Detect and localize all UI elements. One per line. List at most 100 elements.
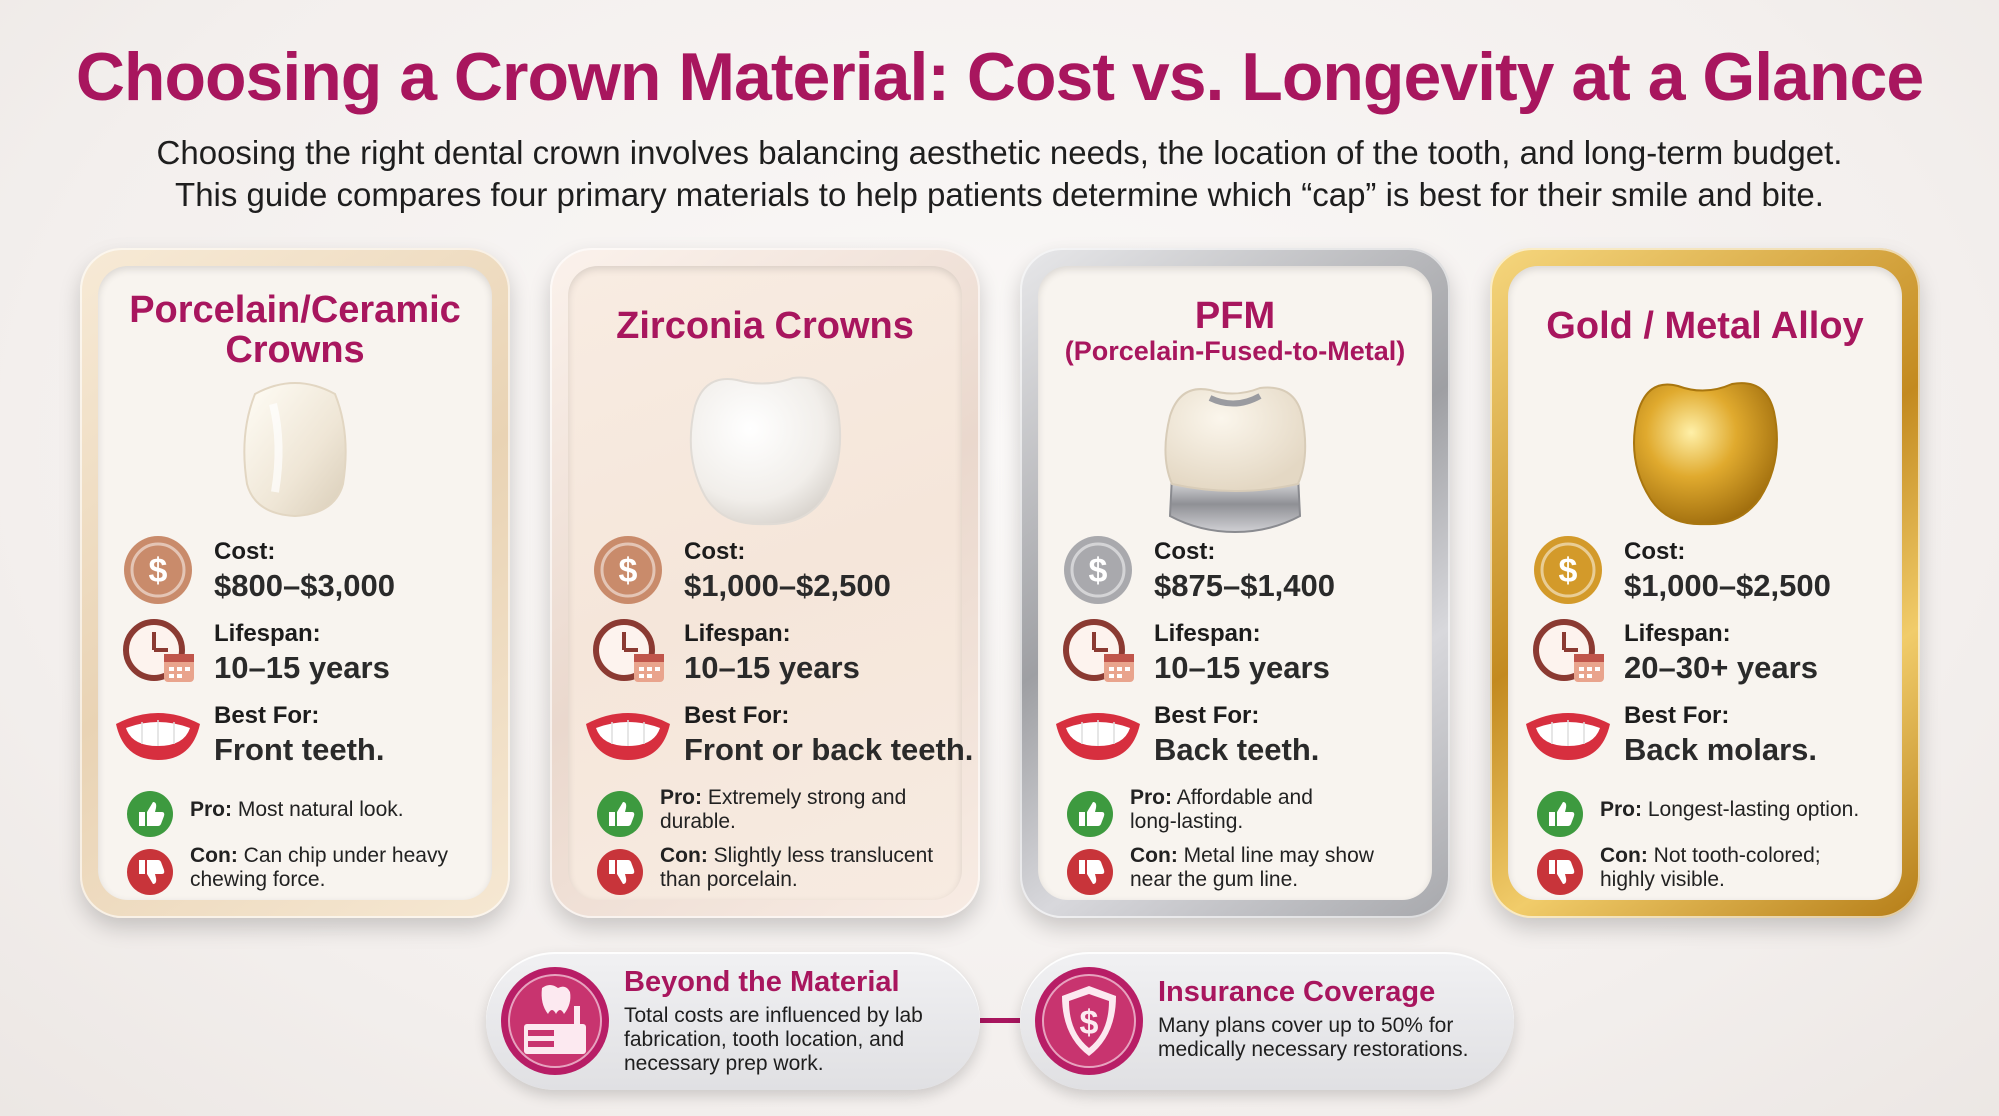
con-text: Con: Metal line may show near the gum li… — [1130, 844, 1374, 892]
con-line-1: Not tooth-colored; — [1653, 844, 1821, 867]
card-porcelain: Porcelain/Ceramic Crowns $ Cost: $800–$3… — [80, 248, 510, 918]
card-title-line-2: (Porcelain-Fused-to-Metal) — [1064, 336, 1406, 366]
page-title: Choosing a Crown Material: Cost vs. Long… — [75, 39, 1924, 115]
page-subtitle: Choosing the right dental crown involves… — [100, 132, 1899, 216]
card-zirconia: Zirconia Crowns $ Cost: $1,000–$2,500 Li… — [550, 248, 980, 918]
pro-label: Pro: — [190, 798, 232, 821]
pro-line-1: Most natural look. — [237, 798, 404, 821]
clock-calendar-icon — [1533, 619, 1604, 682]
insurance-coverage-panel: $ Insurance Coverage Many plans cover up… — [1020, 952, 1514, 1090]
con-line-1: Metal line may show — [1183, 844, 1374, 867]
pro-line-2: durable. — [660, 810, 736, 833]
beyond-material-text: Total costs are influenced by lab fabric… — [624, 1004, 923, 1076]
card-inner: Zirconia Crowns $ Cost: $1,000–$2,500 Li… — [568, 266, 973, 900]
lifespan-value: 20–30+ years — [1624, 650, 1818, 685]
beyond-material-panel: Beyond the Material Total costs are infl… — [486, 952, 980, 1090]
con-label: Con: — [1130, 844, 1178, 867]
con-label: Con: — [1600, 844, 1648, 867]
best-for-label: Best For: — [684, 702, 790, 729]
best-for-value: Back teeth. — [1154, 732, 1320, 767]
thumbs-down-icon — [597, 849, 643, 895]
cost-label: Cost: — [1154, 538, 1216, 565]
card-title: PFM (Porcelain-Fused-to-Metal) — [1038, 296, 1432, 366]
insurance-line-1: Many plans cover up to 50% for — [1158, 1014, 1454, 1037]
best-for-label: Best For: — [214, 702, 320, 729]
card-gold: Gold / Metal Alloy $ Cost: $1,000–$2,500… — [1490, 248, 1920, 918]
card-inner: PFM (Porcelain-Fused-to-Metal) $ Cost: $… — [1038, 266, 1432, 900]
best-for-value: Front or back teeth. — [684, 732, 974, 767]
dental-lab-icon — [501, 967, 609, 1075]
card-title-line-1: Gold / Metal Alloy — [1546, 305, 1864, 347]
pro-text: Pro: Longest-lasting option. — [1600, 798, 1859, 822]
cost-value: $1,000–$2,500 — [1624, 568, 1831, 603]
card-info-rows: $ Cost: $1,000–$2,500 Lifespan: 10–15 ye… — [568, 266, 973, 900]
pro-text: Pro: Affordable and long-lasting. — [1130, 786, 1313, 834]
pfm-tooth-icon — [1164, 386, 1307, 534]
dollar-coin-icon: $ — [594, 536, 662, 604]
cost-label: Cost: — [684, 538, 746, 565]
best-for-value: Back molars. — [1624, 732, 1817, 767]
svg-text:$: $ — [149, 552, 168, 590]
con-line-2: chewing force. — [190, 868, 326, 891]
svg-text:$: $ — [1089, 552, 1108, 590]
pro-text: Pro: Extremely strong and durable. — [660, 786, 906, 834]
card-title: Zirconia Crowns — [568, 306, 962, 346]
con-label: Con: — [190, 844, 238, 867]
con-line-2: than porcelain. — [660, 868, 798, 891]
con-label: Con: — [660, 844, 708, 867]
con-text: Con: Can chip under heavy chewing force. — [190, 844, 448, 892]
cost-value: $1,000–$2,500 — [684, 568, 891, 603]
lifespan-label: Lifespan: — [214, 620, 321, 647]
lifespan-value: 10–15 years — [684, 650, 860, 685]
thumbs-down-icon — [1537, 849, 1583, 895]
beyond-line-1: Total costs are influenced by lab — [624, 1004, 923, 1027]
thumbs-up-icon — [597, 791, 643, 837]
pro-line-2: long-lasting. — [1130, 810, 1244, 833]
con-text: Con: Not tooth-colored; highly visible. — [1600, 844, 1821, 892]
cost-label: Cost: — [214, 538, 276, 565]
pro-line-1: Longest-lasting option. — [1647, 798, 1860, 821]
card-title: Porcelain/Ceramic Crowns — [98, 290, 492, 370]
thumbs-down-icon — [127, 849, 173, 895]
card-inner: Gold / Metal Alloy $ Cost: $1,000–$2,500… — [1508, 266, 1902, 900]
insurance-line-2: medically necessary restorations. — [1158, 1038, 1469, 1061]
con-line-2: highly visible. — [1600, 868, 1725, 891]
lifespan-value: 10–15 years — [214, 650, 390, 685]
card-title-line-1: Zirconia Crowns — [616, 305, 914, 347]
svg-text:$: $ — [1559, 552, 1578, 590]
insurance-coverage-title: Insurance Coverage — [1158, 976, 1436, 1008]
beyond-line-2: fabrication, tooth location, and — [624, 1028, 905, 1051]
insurance-coverage-text: Many plans cover up to 50% for medically… — [1158, 1014, 1468, 1062]
con-line-2: near the gum line. — [1130, 868, 1299, 891]
thumbs-up-icon — [127, 791, 173, 837]
pro-label: Pro: — [1600, 798, 1642, 821]
dollar-coin-icon: $ — [124, 536, 192, 604]
con-line-1: Slightly less translucent — [713, 844, 934, 867]
pro-label: Pro: — [660, 786, 702, 809]
best-for-label: Best For: — [1624, 702, 1730, 729]
subtitle-line-2: This guide compares four primary materia… — [175, 176, 1824, 213]
best-for-label: Best For: — [1154, 702, 1260, 729]
cost-value: $800–$3,000 — [214, 568, 396, 603]
pro-line-1: Affordable and — [1176, 786, 1313, 809]
subtitle-line-1: Choosing the right dental crown involves… — [156, 134, 1843, 171]
lifespan-label: Lifespan: — [684, 620, 791, 647]
card-inner: Porcelain/Ceramic Crowns $ Cost: $800–$3… — [98, 266, 492, 900]
beyond-line-3: necessary prep work. — [624, 1052, 824, 1075]
pro-line-1: Extremely strong and — [707, 786, 907, 809]
pro-text: Pro: Most natural look. — [190, 798, 404, 822]
smile-icon — [586, 713, 670, 760]
smile-icon — [1526, 713, 1610, 760]
lifespan-label: Lifespan: — [1624, 620, 1731, 647]
cost-label: Cost: — [1624, 538, 1686, 565]
footer-connector — [980, 1018, 1020, 1023]
porcelain-tooth-icon — [243, 382, 347, 518]
pro-label: Pro: — [1130, 786, 1172, 809]
card-title-line-1: PFM — [1194, 295, 1276, 337]
card-info-rows: $ Cost: $1,000–$2,500 Lifespan: 20–30+ y… — [1508, 266, 1902, 900]
smile-icon — [116, 713, 200, 760]
card-info-rows: $ Cost: $875–$1,400 Lifespan: 10–15 year… — [1038, 266, 1432, 900]
lifespan-label: Lifespan: — [1154, 620, 1261, 647]
card-title-line-2: Crowns — [225, 329, 365, 371]
thumbs-up-icon — [1067, 791, 1113, 837]
